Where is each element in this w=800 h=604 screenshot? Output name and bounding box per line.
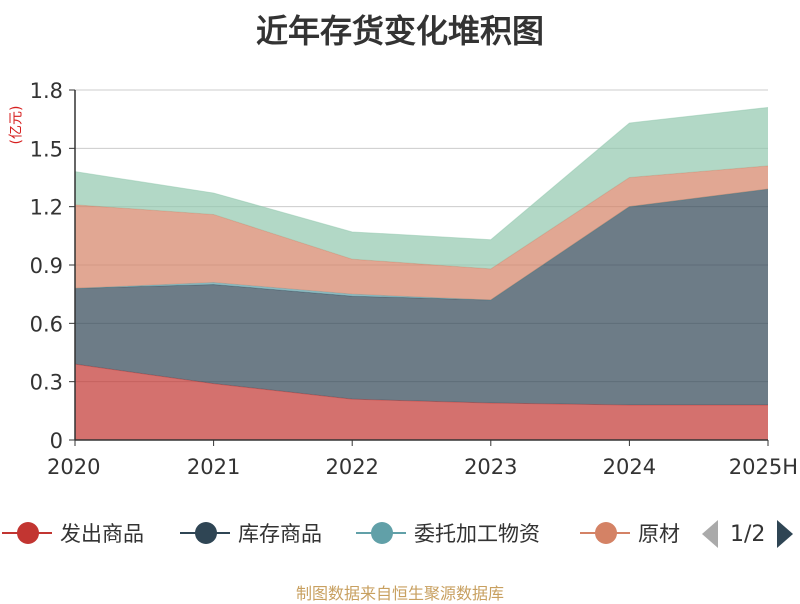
- legend-item-weituo[interactable]: 委托加工物资: [356, 515, 540, 551]
- legend-item-kucun[interactable]: 库存商品: [180, 515, 322, 551]
- y-tick-label: 0.6: [30, 312, 63, 336]
- page-indicator: 1/2: [730, 521, 766, 547]
- legend-dot: [371, 522, 393, 544]
- legend-dot: [595, 522, 617, 544]
- legend-dot: [195, 522, 217, 544]
- legend-label: 委托加工物资: [414, 522, 540, 546]
- legend-swatch: [580, 515, 630, 551]
- legend-label: 发出商品: [60, 522, 144, 546]
- data-source-note: 制图数据来自恒生聚源数据库: [295, 584, 504, 603]
- legend-item-fachu[interactable]: 发出商品: [2, 515, 144, 551]
- x-tick-label: 2025H: [729, 455, 798, 479]
- chart-title: 近年存货变化堆积图: [255, 12, 544, 50]
- next-page-icon[interactable]: [777, 520, 794, 548]
- area-line-4: [74, 107, 769, 241]
- x-tick-label: 2021: [187, 455, 240, 479]
- x-tick-label: 2022: [325, 455, 378, 479]
- x-tick-label: 2020: [47, 455, 100, 479]
- area-series-4: [75, 107, 768, 269]
- y-tick-label: 1.8: [30, 79, 63, 103]
- legend: 发出商品 库存商品 委托加工物资 原材: [0, 515, 800, 555]
- legend-swatch: [2, 515, 52, 551]
- y-tick-label: 0: [50, 429, 63, 453]
- legend-pager: 1/2: [702, 518, 794, 550]
- x-tick-label: 2023: [464, 455, 517, 479]
- legend-dot: [17, 522, 39, 544]
- area-series-0: [75, 364, 768, 440]
- prev-page-icon[interactable]: [702, 520, 718, 548]
- legend-label: 库存商品: [238, 522, 322, 546]
- x-tick-label: 2024: [603, 455, 656, 479]
- legend-swatch: [180, 515, 230, 551]
- legend-label: 原材: [638, 522, 680, 546]
- legend-swatch: [356, 515, 406, 551]
- y-tick-label: 0.9: [30, 254, 63, 278]
- y-tick-label: 1.5: [30, 137, 63, 161]
- y-tick-label: 1.2: [30, 196, 63, 220]
- area-series-1: [75, 189, 768, 405]
- legend-item-yuancai[interactable]: 原材: [580, 515, 684, 551]
- y-tick-label: 0.3: [30, 371, 63, 395]
- area-series-3: [75, 165, 768, 300]
